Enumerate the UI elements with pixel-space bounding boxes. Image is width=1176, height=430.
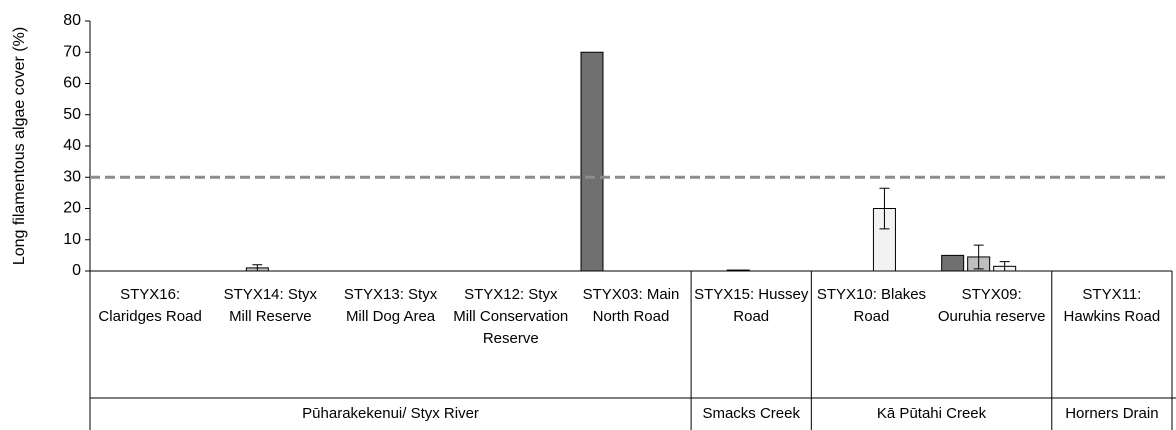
x-tick-label: STYX16: Claridges Road xyxy=(98,286,202,325)
error-bar xyxy=(879,187,890,230)
x-tick-label: STYX13: Styx Mill Dog Area xyxy=(343,286,438,325)
bar xyxy=(580,51,604,272)
y-tick-label: 40 xyxy=(63,137,81,154)
y-tick-label: 60 xyxy=(63,75,81,92)
error-bar xyxy=(973,244,984,270)
y-axis-label: Long filamentous algae cover (%) xyxy=(11,27,28,265)
x-tick-label: STYX03: Main North Road xyxy=(582,286,680,325)
group-label: Kā Pūtahi Creek xyxy=(876,405,987,422)
bar xyxy=(941,254,965,272)
y-tick-label: 70 xyxy=(63,43,81,60)
y-tick-label: 30 xyxy=(63,168,81,185)
y-tick-label: 80 xyxy=(63,12,81,29)
y-tick-label: 50 xyxy=(63,106,81,123)
x-tick-label: STYX15: Hussey Road xyxy=(694,286,809,325)
x-tick-label: STYX10: Blakes Road xyxy=(816,286,927,325)
group-label: Horners Drain xyxy=(1065,405,1159,422)
group-label: Smacks Creek xyxy=(702,405,800,422)
x-tick-label: STYX14: Styx Mill Reserve xyxy=(223,286,318,325)
group-label: Pūharakekenui/ Styx River xyxy=(302,405,479,422)
y-tick-label: 20 xyxy=(63,200,81,217)
y-tick-label: 10 xyxy=(63,231,81,248)
x-tick-label: STYX09: Ouruhia reserve xyxy=(937,286,1046,325)
x-tick-label: STYX11: Hawkins Road xyxy=(1063,286,1161,325)
x-tick-label: STYX12: Styx Mill Conservation Reserve xyxy=(453,286,569,347)
y-tick-label: 0 xyxy=(72,262,81,279)
